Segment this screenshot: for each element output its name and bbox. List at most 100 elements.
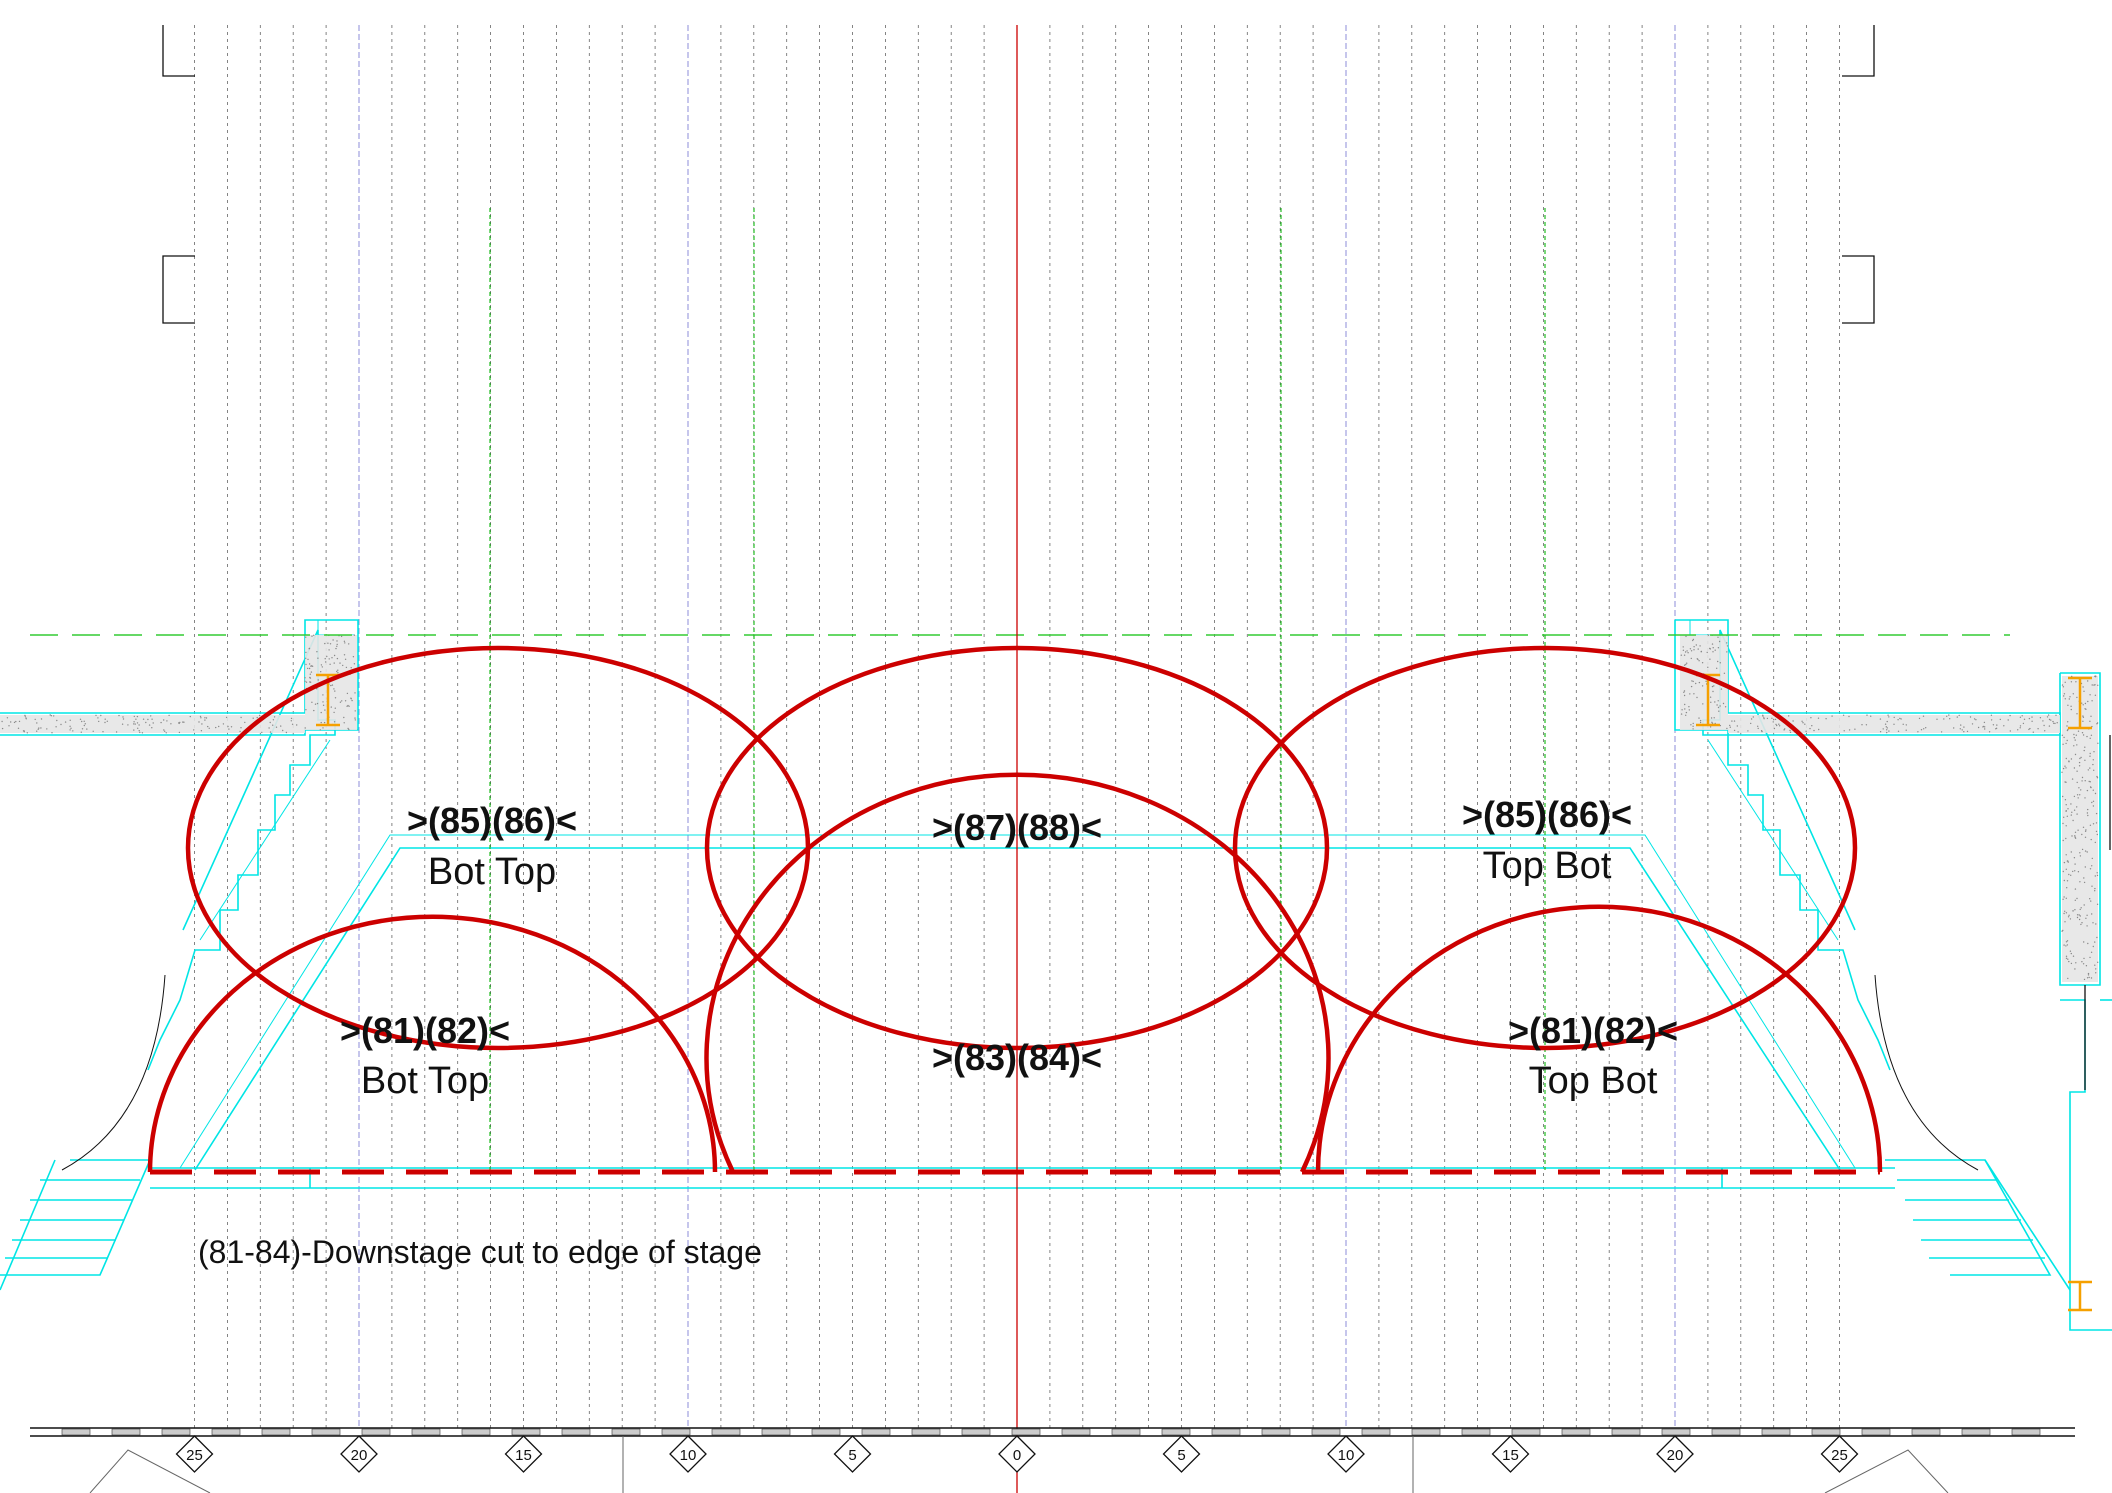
stipple-dot <box>1717 647 1720 649</box>
stipple-dot <box>1842 714 1845 716</box>
stipple-dot <box>18 720 21 723</box>
stipple-dot <box>2029 727 2031 730</box>
stipple-dot <box>13 721 16 724</box>
stipple-dot <box>308 667 311 670</box>
stipple-dot <box>53 715 55 717</box>
scale-block <box>211 1428 241 1436</box>
stipple-dot <box>168 714 170 717</box>
stipple-dot <box>84 723 87 725</box>
stipple-dot <box>2085 965 2088 967</box>
stipple-dot <box>2009 714 2011 717</box>
stipple-dot <box>1885 726 1888 728</box>
stipple-dot <box>1810 717 1812 719</box>
stipple-dot <box>207 725 209 728</box>
stipple-dot <box>199 715 202 718</box>
stipple-dot <box>2084 708 2086 710</box>
stipple-dot <box>2076 897 2078 900</box>
stipple-dot <box>328 658 330 660</box>
stipple-dot <box>311 701 313 703</box>
stipple-dot <box>2094 941 2096 943</box>
stipple-dot <box>344 700 347 702</box>
stipple-dot <box>2076 781 2078 784</box>
scale-block <box>361 1428 391 1436</box>
stipple-dot <box>2064 698 2066 700</box>
stipple-dot <box>2092 763 2094 766</box>
stipple-dot <box>1778 725 1781 727</box>
stipple-dot <box>2022 722 2025 725</box>
scale-block <box>1161 1428 1191 1436</box>
stipple-dot <box>321 666 323 668</box>
focus-label-upper-right: >(85)(86)< <box>1462 794 1632 835</box>
stipple-dot <box>6 717 9 719</box>
stipple-dot <box>2082 715 2084 717</box>
stipple-dot <box>2096 903 2099 905</box>
focus-label-lower-right: >(81)(82)< <box>1508 1010 1678 1051</box>
stipple-dot <box>81 728 84 730</box>
stipple-dot <box>2063 695 2065 697</box>
stipple-dot <box>1690 650 1693 652</box>
stipple-dot <box>1718 710 1720 712</box>
stipple-dot <box>310 671 313 673</box>
scale-tick: 5 <box>833 1435 872 1473</box>
stipple-dot <box>2065 757 2067 760</box>
stipple-dot <box>304 677 306 679</box>
scale-tick: 5 <box>1162 1435 1201 1473</box>
stipple-dot <box>1789 729 1791 732</box>
stipple-dot <box>1692 725 1694 727</box>
stipple-dot <box>2028 717 2031 720</box>
stipple-dot <box>72 730 74 732</box>
stipple-dot <box>2068 960 2070 963</box>
stipple-dot <box>329 643 332 645</box>
stipple-dot <box>2096 936 2098 939</box>
stipple-dot <box>2083 690 2085 692</box>
stipple-dot <box>1992 724 1995 726</box>
stipple-dot <box>1709 726 1712 728</box>
stipple-dot <box>1724 706 1727 708</box>
stipple-dot <box>69 719 71 721</box>
stipple-dot <box>34 718 36 721</box>
stipple-dot <box>163 729 165 731</box>
stipple-dot <box>2087 769 2089 771</box>
stipple-dot <box>1990 719 1993 721</box>
stipple-dot <box>2066 725 2068 727</box>
stipple-dot <box>2074 837 2077 839</box>
stipple-dot <box>2095 968 2097 970</box>
stipple-dot <box>1729 724 1731 727</box>
scale-block <box>661 1428 691 1436</box>
stipple-dot <box>1966 730 1969 733</box>
stipple-dot <box>334 697 337 699</box>
stipple-dot <box>2074 835 2076 837</box>
stipple-dot <box>2093 769 2095 771</box>
stipple-dot <box>1712 647 1714 649</box>
stipple-dot <box>205 717 208 719</box>
steel-beams <box>316 673 2092 1312</box>
stipple-dot <box>342 664 344 667</box>
stipple-dot <box>2061 930 2063 932</box>
stipple-dot <box>333 662 335 664</box>
stipple-dot <box>1706 651 1708 654</box>
stipple-dot <box>1689 648 1692 650</box>
stipple-dot <box>2043 724 2045 727</box>
stipple-dot <box>1685 714 1687 716</box>
stipple-dot <box>1888 730 1890 732</box>
stipple-dot <box>134 723 136 725</box>
stipple-dot <box>348 643 350 645</box>
stipple-dot <box>2089 956 2091 959</box>
stipple-dot <box>343 716 345 719</box>
stipple-dot <box>332 639 334 641</box>
stipple-dot <box>346 692 349 695</box>
stipple-dot <box>2078 761 2081 764</box>
stipple-dot <box>1709 647 1711 650</box>
stipple-dot <box>2076 696 2078 699</box>
stipple-dot <box>183 721 185 723</box>
stipple-dot <box>2094 964 2096 966</box>
stipple-dot <box>305 636 307 638</box>
stipple-dot <box>2097 961 2099 963</box>
stipple-dot <box>1925 727 1927 729</box>
stipple-dot <box>83 720 85 722</box>
stipple-dot <box>37 728 39 730</box>
stipple-dot <box>208 727 210 729</box>
stipple-dot <box>1680 654 1683 656</box>
stipple-dot <box>1713 717 1715 719</box>
stipple-dot <box>2067 958 2069 960</box>
